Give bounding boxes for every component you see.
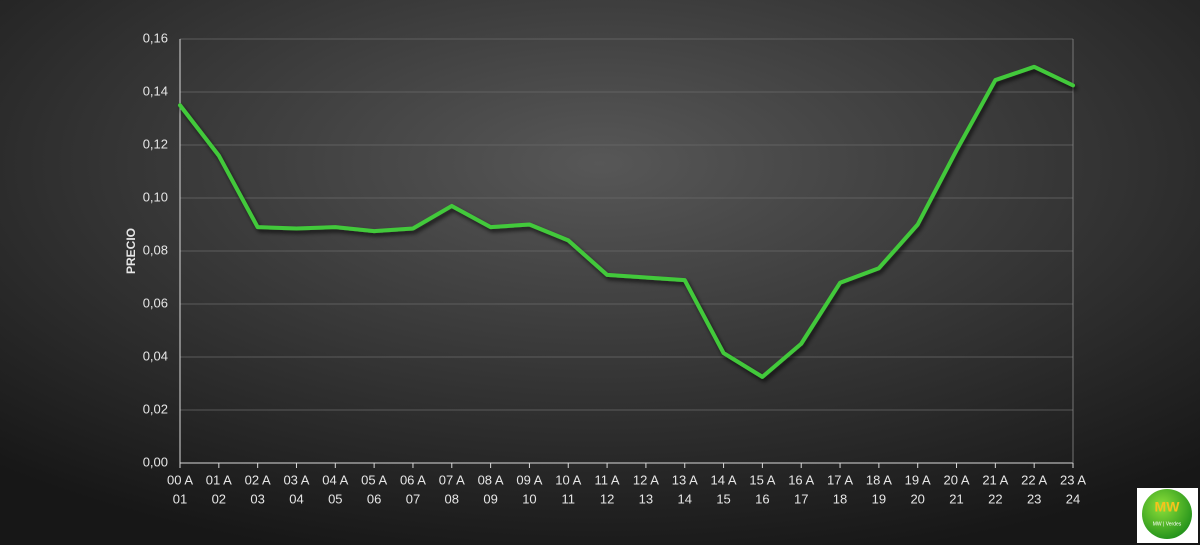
x-tick-label: 21 A (982, 472, 1008, 487)
x-tick-label: 09 A (516, 472, 542, 487)
x-tick-label: 14 A (711, 472, 737, 487)
x-tick-label: 13 A (672, 472, 698, 487)
logo: MW MW | Verdes (1137, 488, 1198, 543)
x-tick-label: 22 (988, 491, 1002, 506)
x-tick-label: 13 (639, 491, 653, 506)
x-tick-label: 16 A (788, 472, 814, 487)
x-tick-label: 18 (833, 491, 847, 506)
y-tick-label: 0,16 (143, 30, 168, 45)
y-tick-label: 0,14 (143, 83, 168, 98)
x-tick-label: 10 (522, 491, 536, 506)
x-tick-label: 04 A (322, 472, 348, 487)
line (178, 64, 1075, 379)
logo-mark: MW (1155, 499, 1181, 515)
x-tick-label: 06 A (400, 472, 426, 487)
x-tick-label: 14 (678, 491, 692, 506)
x-tick-label: 23 (1027, 491, 1041, 506)
x-tick-label: 10 A (555, 472, 581, 487)
x-tick-label: 15 (716, 491, 730, 506)
x-tick-label: 08 A (478, 472, 504, 487)
x-tick-label: 12 (600, 491, 614, 506)
x-tick-label: 22 A (1021, 472, 1047, 487)
x-tick-label: 08 (445, 491, 459, 506)
logo-circle (1142, 489, 1192, 539)
x-tick-label: 07 A (439, 472, 465, 487)
y-tick-label: 0,00 (143, 454, 168, 469)
x-tick-label: 00 A (167, 472, 193, 487)
x-tick-label: 07 (406, 491, 420, 506)
x-tick-label: 17 (794, 491, 808, 506)
y-tick-label: 0,12 (143, 136, 168, 151)
x-tick-label: 19 A (905, 472, 931, 487)
x-tick-label: 19 (872, 491, 886, 506)
y-axis-title: PRECIO (124, 228, 138, 274)
x-tick-label: 05 A (361, 472, 387, 487)
x-tick-label: 03 (250, 491, 264, 506)
x-tick-label: 02 (212, 491, 226, 506)
x-tick-label: 17 A (827, 472, 853, 487)
x-tick-label: 21 (949, 491, 963, 506)
x-tick-label: 03 A (283, 472, 309, 487)
x-tick-label: 11 (562, 491, 576, 506)
y-tick-label: 0,06 (143, 295, 168, 310)
x-tick-label: 15 A (749, 472, 775, 487)
x-tick-label: 06 (367, 491, 381, 506)
x-tick-label: 01 (173, 491, 187, 506)
logo-text: MW | Verdes (1153, 521, 1182, 527)
x-tick-label: 05 (328, 491, 342, 506)
x-tick-label: 04 (289, 491, 303, 506)
x-tick-label: 20 (910, 491, 924, 506)
x-tick-label: 01 A (206, 472, 232, 487)
x-tick-label: 20 A (944, 472, 970, 487)
y-tick-label: 0,02 (143, 401, 168, 416)
x-tick-label: 09 (483, 491, 497, 506)
x-tick-label: 18 A (866, 472, 892, 487)
x-tick-label: 12 A (633, 472, 659, 487)
y-tick-label: 0,08 (143, 242, 168, 257)
x-tick-label: 11 A (595, 472, 620, 487)
x-tick-label: 24 (1066, 491, 1080, 506)
x-tick-label: 16 (755, 491, 769, 506)
y-tick-label: 0,10 (143, 189, 168, 204)
x-tick-label: 23 A (1060, 472, 1086, 487)
x-tick-label: 02 A (245, 472, 271, 487)
y-tick-label: 0,04 (143, 348, 168, 363)
